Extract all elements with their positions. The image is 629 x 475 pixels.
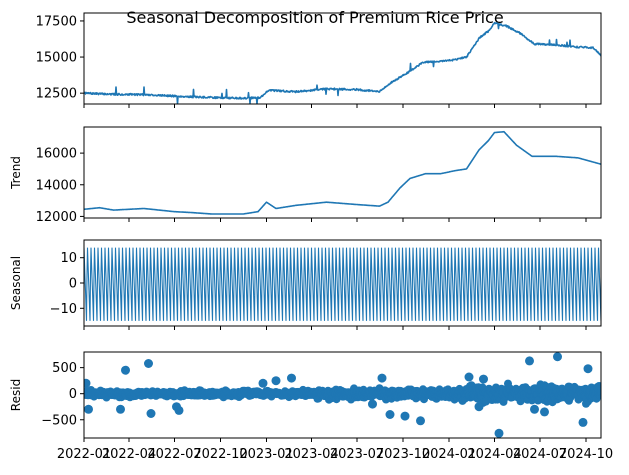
resid-outlier-point bbox=[84, 378, 91, 388]
resid-point bbox=[597, 387, 601, 395]
resid-outlier-point bbox=[174, 405, 184, 415]
plot-area-resid bbox=[84, 352, 601, 438]
ytick-label: 12500 bbox=[36, 87, 77, 102]
resid-outlier-point bbox=[525, 356, 534, 366]
ytick-label: 500 bbox=[52, 361, 77, 376]
plot-area-observed bbox=[84, 21, 601, 104]
resid-outlier-point bbox=[258, 378, 268, 388]
xtick-label: 2022-01 bbox=[57, 447, 111, 462]
observed-series-line bbox=[84, 21, 601, 104]
resid-outlier-point bbox=[144, 359, 153, 368]
panel-frame-resid bbox=[83, 351, 602, 439]
xtick-label: 2022-07 bbox=[147, 447, 201, 462]
resid-points bbox=[84, 352, 601, 438]
xtick-label: 2022-10 bbox=[193, 447, 247, 462]
ytick-label: 12000 bbox=[36, 210, 77, 225]
resid-outlier-point bbox=[400, 411, 410, 421]
ytick-label: −10 bbox=[50, 302, 77, 317]
resid-outlier-point bbox=[377, 373, 387, 383]
resid-outlier-point bbox=[146, 409, 156, 418]
panel-trend: 12000 14000 16000 Trend bbox=[9, 126, 602, 225]
resid-outlier-point bbox=[553, 352, 562, 362]
resid-outlier-point bbox=[494, 428, 504, 438]
ylabel-seasonal: Seasonal bbox=[9, 256, 23, 310]
panel-observed: 12500 15000 17500 bbox=[36, 12, 602, 108]
resid-outlier-point bbox=[368, 399, 377, 409]
ytick-label: 17500 bbox=[36, 14, 77, 29]
resid-outlier-point bbox=[474, 402, 484, 412]
resid-outlier-point bbox=[479, 374, 488, 384]
ytick-label: −500 bbox=[41, 413, 77, 428]
xtick-label: 2023-04 bbox=[284, 447, 338, 462]
panel-seasonal: −10 0 10 Seasonal bbox=[9, 239, 602, 330]
ytick-label: 15000 bbox=[36, 51, 77, 66]
panel-frame-trend bbox=[83, 126, 602, 219]
seasonal-series-line bbox=[84, 247, 601, 321]
resid-outlier-point bbox=[416, 416, 425, 426]
xtick-label: 2024-04 bbox=[467, 447, 521, 462]
xtick-label: 2023-07 bbox=[330, 447, 384, 462]
ytick-label: 14000 bbox=[36, 178, 77, 193]
xtick-label: 2023-01 bbox=[239, 447, 293, 462]
ytick-label: 16000 bbox=[36, 147, 77, 162]
panel-resid: −500 0 500 Resid bbox=[9, 351, 602, 442]
resid-outlier-point bbox=[583, 364, 593, 374]
resid-outlier-point bbox=[116, 404, 125, 414]
resid-outlier-point bbox=[121, 365, 130, 375]
ylabel-trend: Trend bbox=[9, 156, 23, 190]
resid-outlier-point bbox=[84, 404, 93, 414]
plot-area-seasonal bbox=[84, 247, 601, 321]
resid-outlier-point bbox=[540, 407, 549, 417]
ylabel-resid: Resid bbox=[9, 379, 23, 411]
resid-outlier-point bbox=[578, 417, 588, 427]
xtick-label: 2024-01 bbox=[422, 447, 476, 462]
ytick-label: 10 bbox=[60, 251, 77, 266]
ytick-label: 0 bbox=[69, 277, 77, 292]
xtick-label: 2023-10 bbox=[376, 447, 430, 462]
xtick-label: 2022-04 bbox=[102, 447, 156, 462]
plot-area-trend bbox=[84, 130, 601, 215]
xtick-label: 2024-07 bbox=[513, 447, 567, 462]
trend-series-line bbox=[84, 130, 601, 215]
resid-outlier-point bbox=[385, 410, 395, 419]
resid-outlier-point bbox=[530, 404, 539, 414]
chart-title: Seasonal Decomposition of Premium Rice P… bbox=[126, 8, 503, 27]
resid-outlier-point bbox=[464, 372, 474, 382]
ytick-label: 0 bbox=[69, 387, 77, 402]
xtick-label: 2024-10 bbox=[559, 447, 613, 462]
panel-frame-observed bbox=[83, 12, 602, 105]
resid-outlier-point bbox=[287, 373, 296, 383]
resid-outlier-point bbox=[271, 376, 281, 386]
